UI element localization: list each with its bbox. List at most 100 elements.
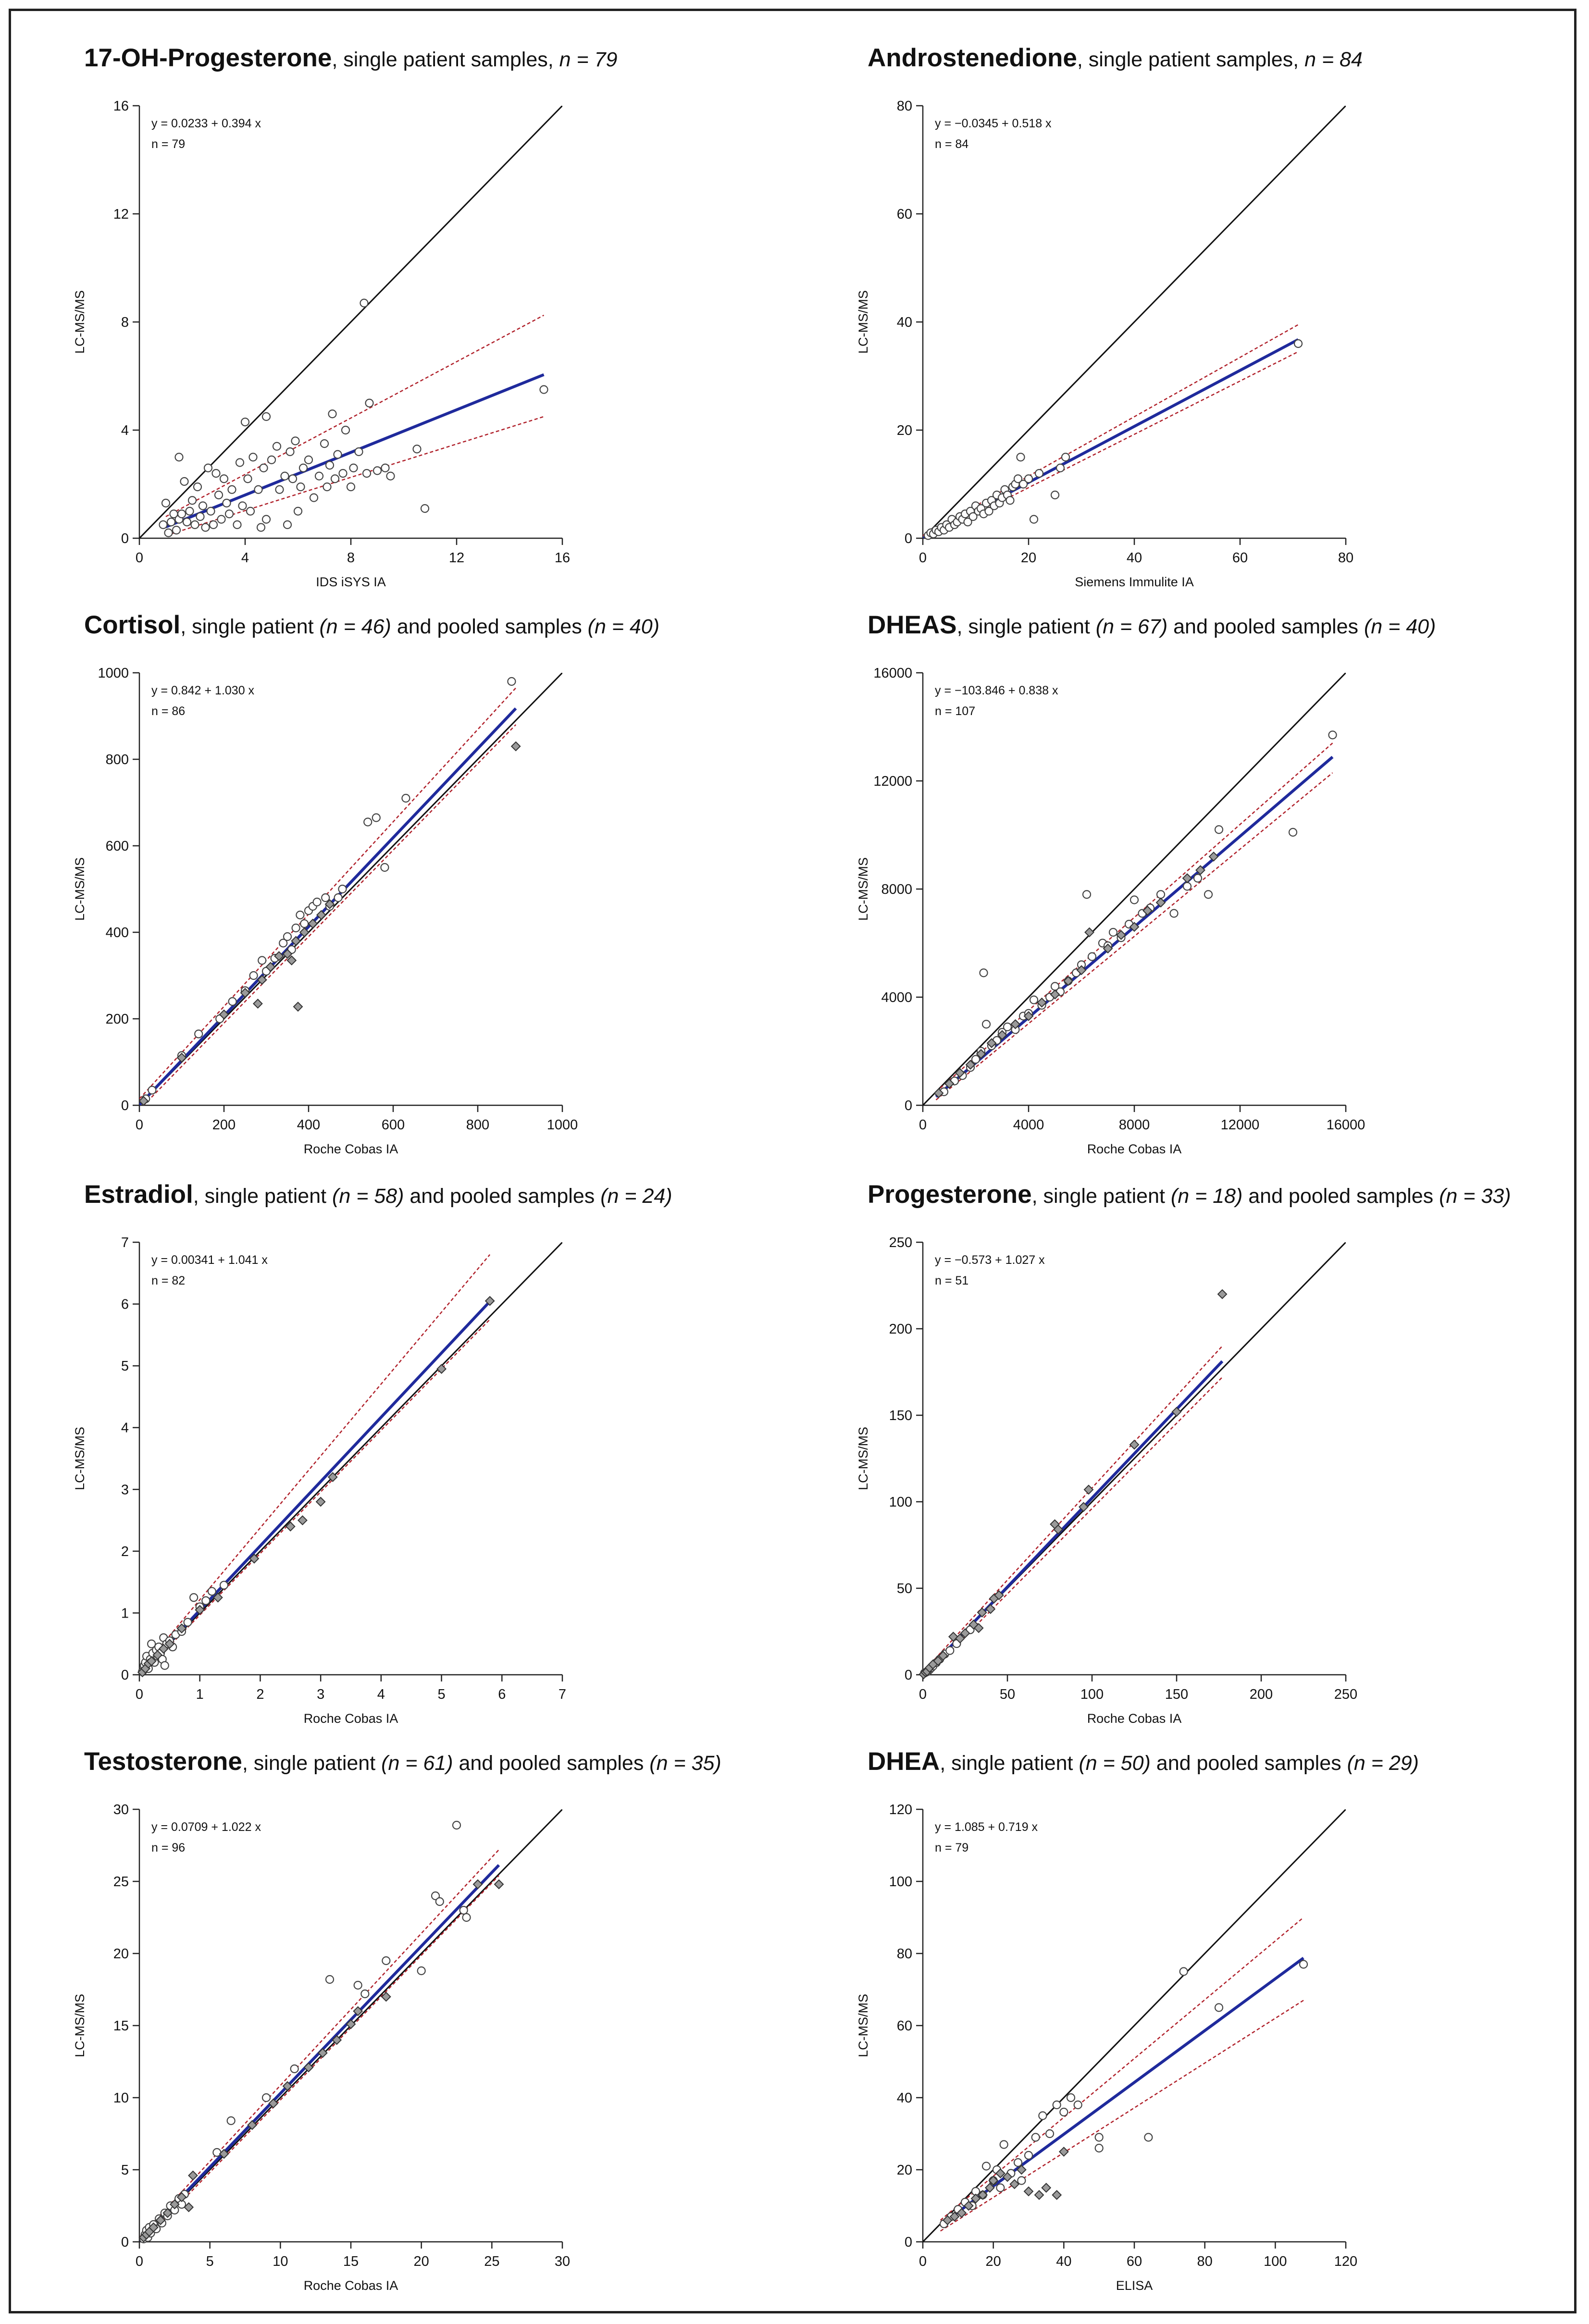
scatter-chart-progesterone: 0 50 100 150 200 250 0 50 100 150 200 250 Roche Coba… [856,1235,1357,1726]
x-tick-label: 0 [919,1117,927,1133]
point-single [161,498,171,507]
chart-title-part: , single patient [940,1752,1079,1775]
point-pooled [955,1068,965,1078]
point-pooled [1129,1439,1140,1450]
sample-size-label: n = 84 [935,137,968,151]
x-tick-label: 10 [273,2254,288,2269]
point-single [435,1897,444,1906]
panel-dhea: DHEA, single patient (n = 50) and pooled… [856,1747,1589,2314]
point-pooled [997,1030,1007,1040]
point-pooled [1050,989,1060,1000]
point-single [338,469,348,478]
y-tick-label: 40 [897,315,912,330]
y-tick-label: 800 [106,752,129,767]
point-single [182,518,192,527]
point-single [187,496,197,505]
point-pooled [986,1038,997,1049]
x-tick-label: 600 [382,1117,405,1133]
point-single [180,477,189,486]
point-single [160,1661,169,1670]
chart-title-part: n = 79 [559,48,618,71]
ci-lower-line [140,1319,491,1675]
y-tick-label: 0 [121,1098,129,1113]
y-tick-label: 5 [121,2163,129,2178]
point-pooled [249,1553,260,1564]
point-single [1050,490,1060,500]
chart-lines [923,106,1346,538]
x-tick-label: 80 [1197,2254,1213,2269]
chart-title-main: DHEA [868,1747,940,1776]
point-single [183,1618,192,1627]
point-single [312,897,322,907]
y-tick-label: 600 [106,839,129,854]
y-tick-label: 200 [889,1322,912,1337]
chart-title-part: (n = 40) [1364,615,1436,638]
point-pooled [257,975,267,985]
point-single [211,469,221,478]
point-single [346,482,356,492]
point-single [420,504,430,513]
point-pooled [1195,865,1205,876]
x-tick-label: 5 [438,1687,446,1702]
point-pooled [1010,1019,1020,1029]
regression-equation: y = 0.0233 + 0.394 x [151,117,261,130]
point-pooled [176,2192,187,2202]
chart-title-main: Androstenedione [868,44,1077,72]
y-tick-label: 16 [113,99,129,114]
point-single [174,453,184,462]
chart-title-main: Progesterone [868,1180,1032,1209]
chart-title-part: and pooled samples [391,615,588,638]
panel-title: 17-OH-Progesterone, single patient sampl… [84,43,617,73]
x-tick-label: 200 [1250,1687,1273,1702]
x-tick-label: 6 [498,1687,506,1702]
point-pooled [188,2170,198,2181]
regression-equation: y = 0.00341 + 1.041 x [151,1253,268,1267]
x-tick-label: 4 [377,1687,385,1702]
ci-lower-line [143,724,517,1105]
point-pooled [164,1639,175,1649]
identity-line [139,673,562,1105]
chart-title-part: (n = 50) [1079,1752,1151,1775]
point-single [207,1587,216,1596]
point-single [363,817,372,827]
point-pooled [1076,965,1087,976]
y-tick-label: 4000 [881,990,912,1005]
sample-size-label: n = 79 [151,137,185,151]
point-single [539,385,548,394]
panel-androstenedione: Androstenedione, single patient samples,… [856,43,1589,610]
point-pooled [1009,2179,1020,2189]
point-single [412,445,422,454]
point-single [193,482,202,492]
y-tick-label: 4 [121,1421,129,1436]
scatter-chart-dhea: 0 20 40 60 80 100 120 0 20 40 60 80 100 120 ELISA LC-MS… [856,1802,1357,2293]
chart-title-main: Cortisol [84,611,181,639]
figure-frame [9,9,1577,2313]
panel-dheas: DHEAS, single patient (n = 67) and poole… [856,610,1589,1177]
axes [922,1242,1346,1676]
x-axis-label: IDS iSYS IA [316,575,386,589]
chart-title-part: (n = 29) [1347,1752,1419,1775]
scatter-chart-estradiol: 0 1 2 3 4 5 6 7 0 1 2 3 4 5 6 7 Roche Cobas IA LC-MS/MS y … [73,1235,566,1726]
panel-title: Androstenedione, single patient samples,… [868,43,1363,73]
point-single [1013,2158,1023,2167]
x-tick-label: 80 [1338,550,1353,566]
chart-lines [923,673,1346,1105]
point-single [1328,730,1337,740]
point-pooled [1103,943,1113,954]
point-pooled [247,2120,258,2130]
data-points [933,730,1337,1099]
chart-lines [923,1242,1346,1675]
point-single [166,518,176,527]
axes [138,673,562,1106]
point-pooled [240,988,250,998]
point-single [275,485,284,494]
x-tick-label: 400 [297,1117,320,1133]
point-pooled [993,1590,1004,1600]
panel-title: Progesterone, single patient (n = 18) an… [868,1180,1511,1209]
panel-cortisol: Cortisol, single patient (n = 46) and po… [73,610,848,1177]
x-tick-label: 16000 [1327,1117,1366,1133]
point-pooled [984,2183,995,2193]
point-pooled [948,1632,958,1642]
x-axis-label: Roche Cobas IA [1087,1142,1182,1156]
point-pooled [1023,1011,1034,1021]
